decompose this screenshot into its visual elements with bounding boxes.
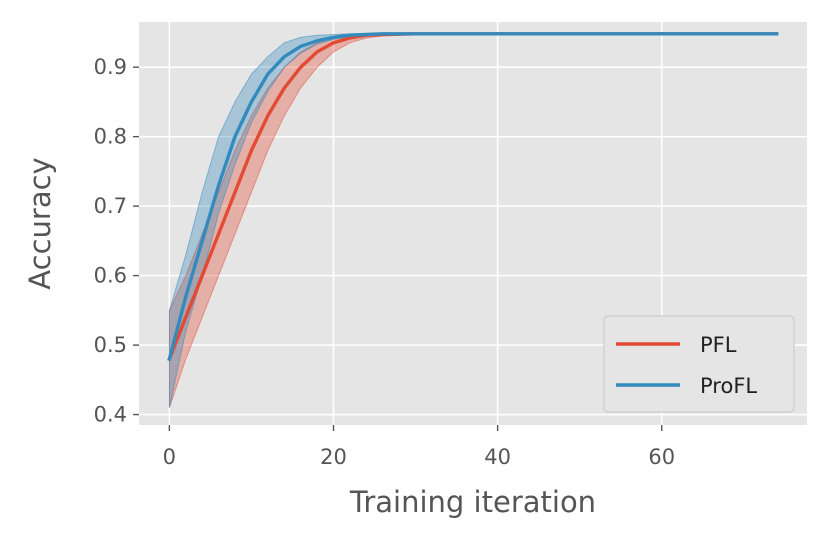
y-tick-label: 0.9: [94, 55, 127, 79]
legend-label-pfl: PFL: [700, 333, 737, 357]
x-tick-label: 60: [648, 445, 675, 469]
x-tick-label: 20: [320, 445, 347, 469]
x-axis-ticks: 0 20 40 60: [163, 425, 675, 469]
x-tick-label: 0: [163, 445, 176, 469]
line-profl: [167, 32, 779, 362]
x-tick-label: 40: [484, 445, 511, 469]
y-axis-ticks: 0.4 0.5 0.6 0.7 0.8 0.9: [94, 55, 139, 427]
series-lines: [167, 32, 779, 362]
x-axis-label: Training iteration: [349, 485, 596, 519]
legend: PFL ProFL: [603, 315, 795, 413]
y-tick-label: 0.7: [94, 194, 127, 218]
y-tick-label: 0.4: [94, 403, 127, 427]
grid-lines: [139, 22, 807, 425]
y-tick-label: 0.8: [94, 125, 127, 149]
y-axis-label: Accuracy: [23, 157, 57, 289]
legend-label-profl: ProFL: [700, 374, 757, 398]
legend-box: [603, 315, 795, 413]
y-tick-label: 0.5: [94, 333, 127, 357]
y-tick-label: 0.6: [94, 264, 127, 288]
